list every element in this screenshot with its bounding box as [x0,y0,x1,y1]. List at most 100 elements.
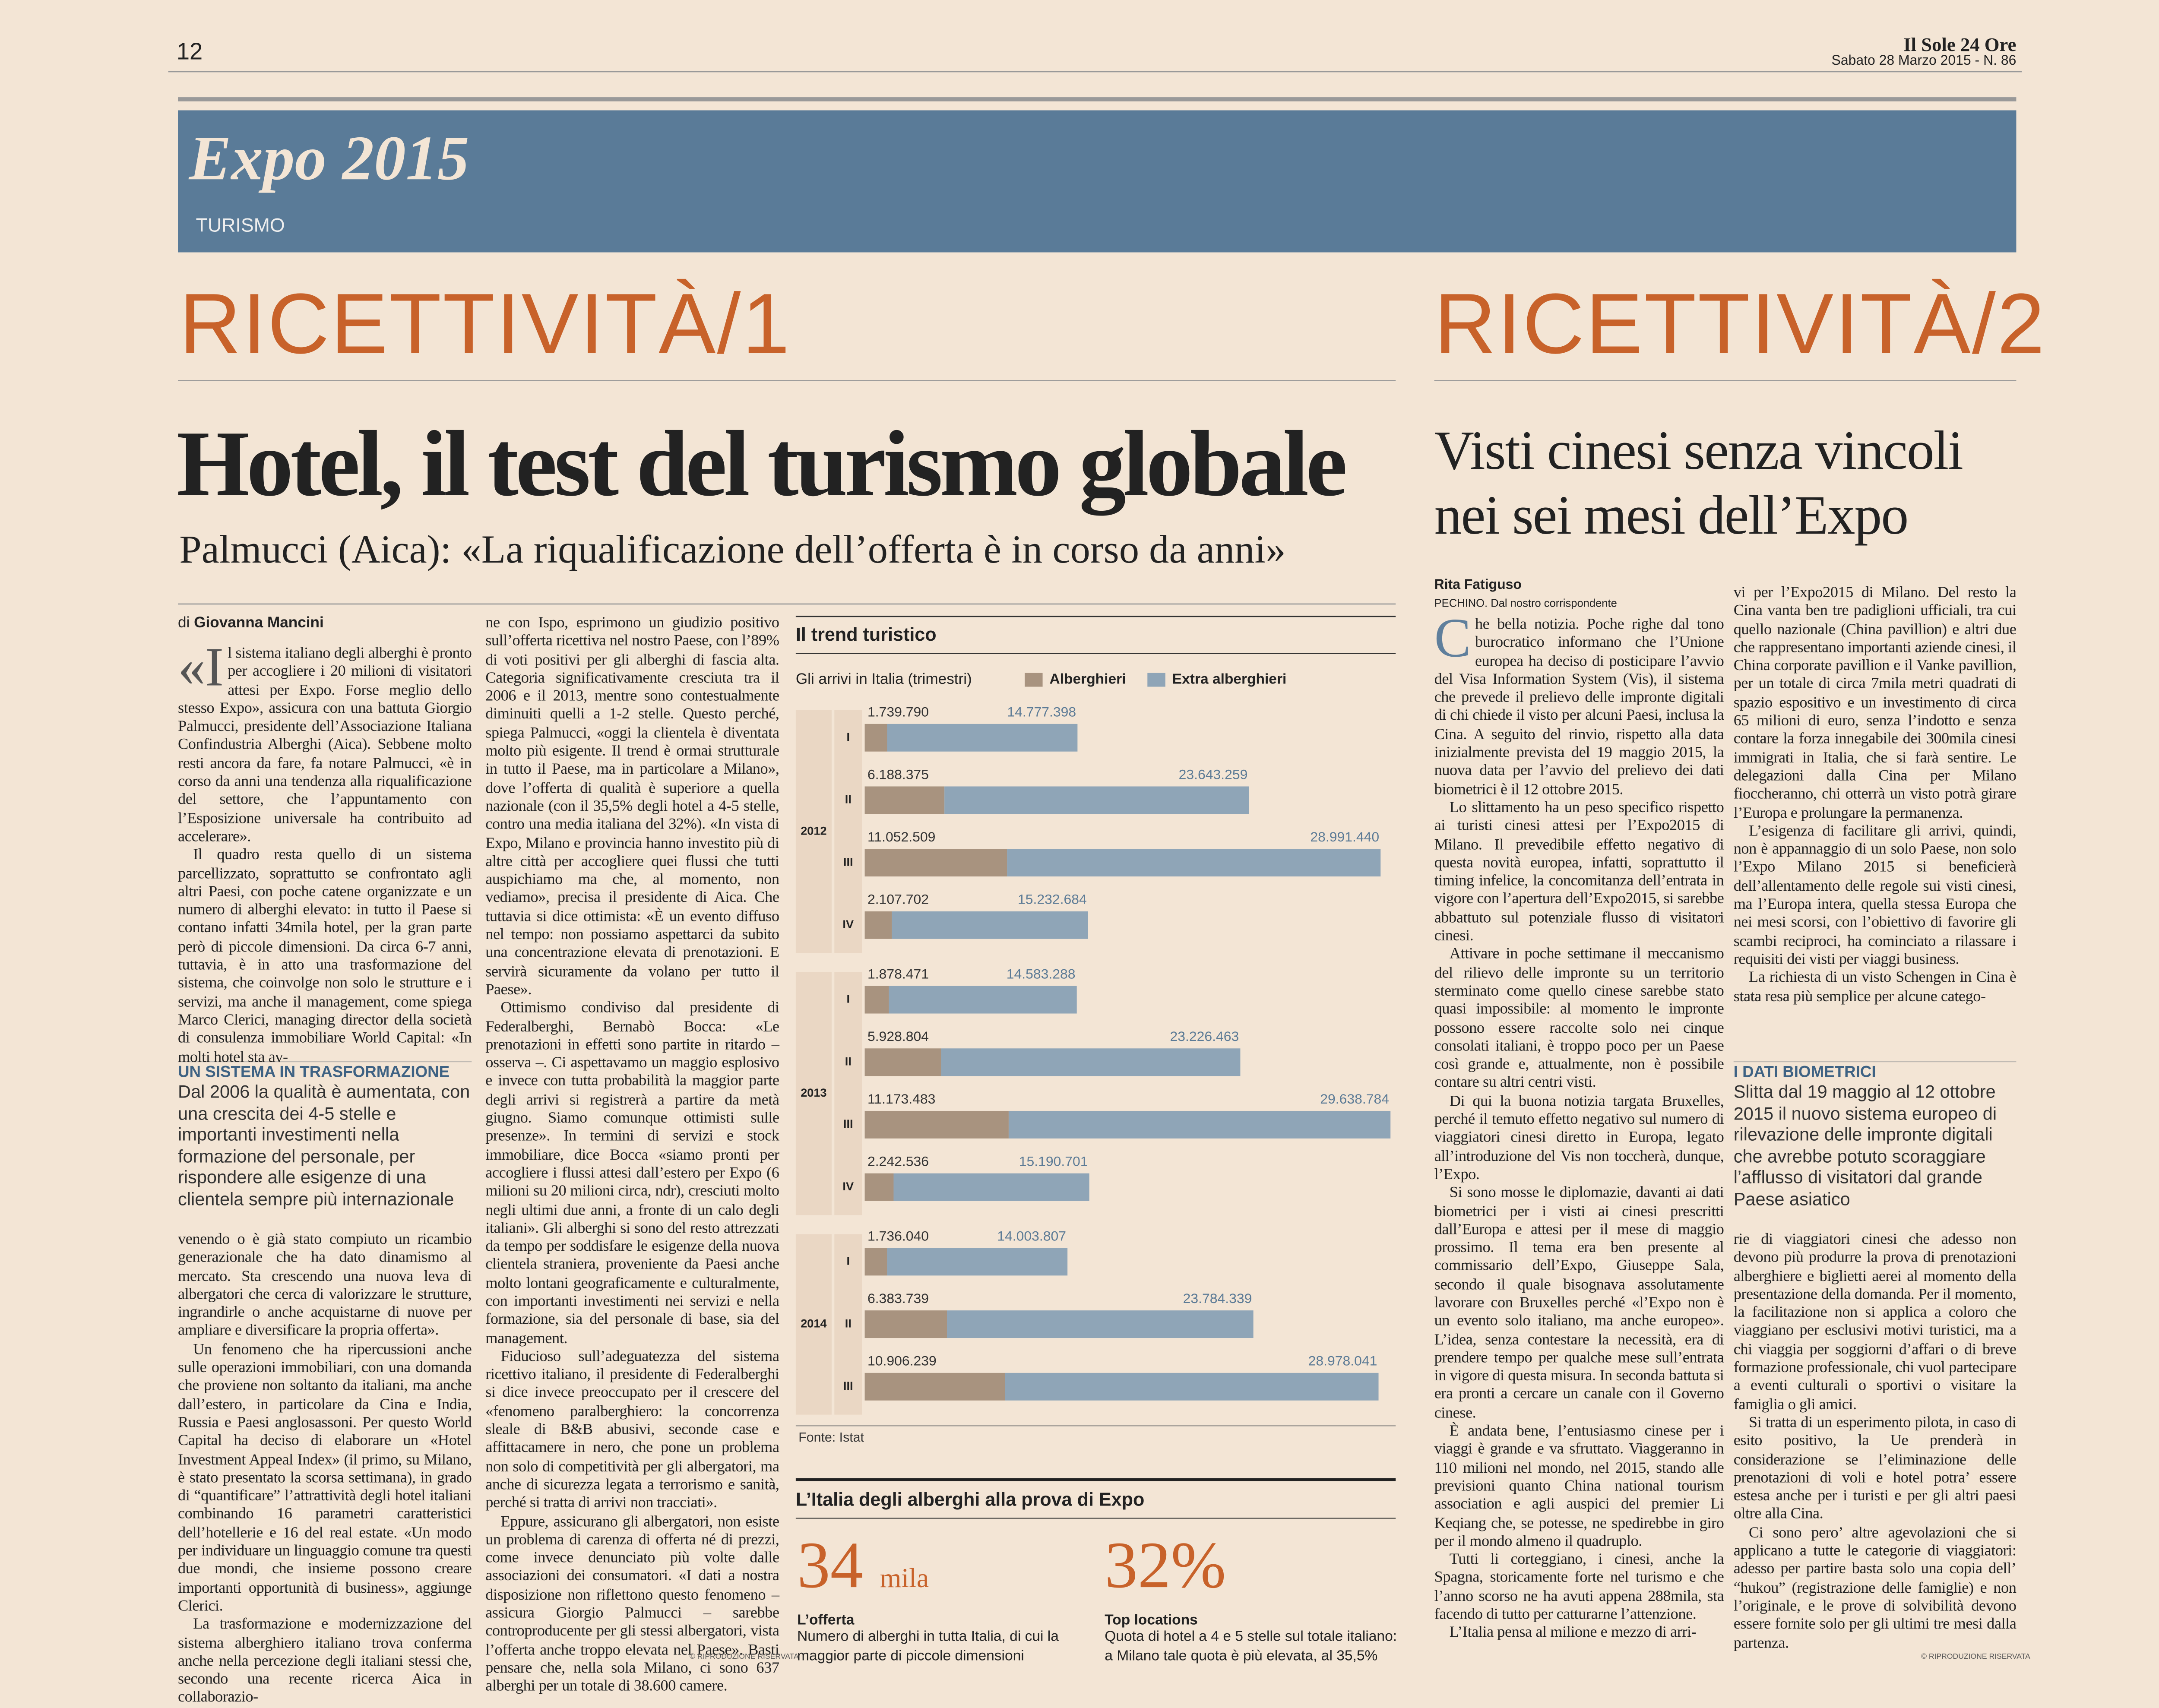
kicker: RICETTIVITÀ/2 [1434,277,2046,373]
group-label: 2014 [801,1317,826,1330]
column: Che bella notizia. Poche righe dal tono … [1434,607,1724,1643]
copyright: © RIPRODUZIONE RISERVATA [689,1653,799,1662]
dateline: PECHINO. Dal nostro corrispondente [1434,597,1617,610]
paragraph: Attivare in poche settimane il meccanism… [1434,946,1724,1091]
value-label: 1.878.471 [867,966,929,982]
unit: mila [880,1563,929,1594]
value-label: 23.643.259 [1179,766,1248,782]
group-band [834,972,862,1215]
byline: di Giovanna Mancini [178,615,324,631]
bar-segment [864,1110,1009,1139]
value-label: 11.052.509 [867,829,935,845]
paragraph: Un fenomeno che ha ripercussioni anche s… [178,1341,472,1615]
legend-swatch [1025,673,1043,687]
paragraph: È andata bene, l’entusiasmo cinese per i… [1434,1423,1724,1550]
subheadline: Palmucci (Aica): «La riqualificazione de… [179,528,1286,572]
section-subtitle: TURISMO [196,214,285,236]
paragraph: Fiducioso sull’adeguatezza del sistema r… [485,1348,779,1512]
category-label: II [845,1316,852,1330]
factbox-number: 34 mila [797,1533,1101,1600]
group-band [795,972,832,1215]
value-label: 14.003.807 [997,1228,1066,1243]
paragraph: Ci sono pero’ altre agevolazioni che si … [1733,1525,2017,1651]
sidebar-title: UN SISTEMA IN TRASFORMAZIONE [178,1064,450,1082]
value-label: 15.190.701 [1019,1154,1088,1169]
value-label: 28.978.041 [1308,1353,1377,1369]
value-label: 15.232.684 [1018,892,1087,907]
value-label: 2.242.536 [867,1154,929,1169]
headline-line: Visti cinesi senza vincoli [1434,419,1963,481]
author: Rita Fatiguso [1434,578,1522,593]
paragraph: venendo o è già stato compiuto un ricamb… [178,1231,472,1340]
value-label: 6.188.375 [867,766,929,782]
bar-segment [1005,1373,1379,1401]
value-label: 23.784.339 [1183,1290,1252,1306]
category-label: I [846,992,850,1006]
category-label: III [843,855,853,868]
bar-segment [1007,849,1381,877]
factbox-label: Top locations [1105,1612,1198,1629]
value-label: 14.777.398 [1007,704,1076,720]
column: «Il sistema italiano degli alberghi è pr… [178,636,472,1067]
group-label: 2012 [801,824,826,837]
paragraph: ne con Ispo, esprimono un giudizio posit… [485,615,779,999]
page-number: 12 [176,38,203,65]
factbox-number: 32% [1105,1529,1226,1603]
value-label: 23.226.463 [1170,1028,1239,1044]
paragraph: vi per l’Expo2015 di Milano. Del resto l… [1733,585,2017,822]
headline: Visti cinesi senza vincoli nei sei mesi … [1434,418,1963,547]
bar-segment [864,1173,894,1201]
bar-segment [864,1310,947,1338]
chart-title: Il trend turistico [796,624,937,645]
category-label: IV [842,917,854,931]
number: 34 [797,1529,864,1603]
paragraph: La richiesta di un visto Schengen in Cin… [1733,970,2017,1005]
legend-label: Alberghieri [1050,671,1126,687]
paragraph: L’Italia pensa al milione e mezzo di arr… [1449,1625,1697,1642]
value-label: 1.739.790 [867,704,929,720]
value-label: 10.906.239 [867,1353,937,1369]
category-label: III [843,1117,853,1130]
bar-segment [864,724,887,752]
factbox-text: Numero di alberghi in tutta Italia, di c… [797,1628,1059,1664]
sidebar-text: Slitta dal 19 maggio al 12 ottobre 2015 … [1733,1081,1997,1209]
bar-segment [864,786,945,814]
paragraph: «Il sistema italiano degli alberghi è pr… [178,636,472,845]
column: ne con Ispo, esprimono un giudizio posit… [485,615,779,1697]
factbox-item: 34 mila L’offerta Numero di alberghi in … [797,1533,1101,1666]
category-label: II [845,793,852,806]
paragraph: Lo slittamento ha un peso specifico risp… [1434,800,1724,945]
factbox-text: Quota di hotel a 4 e 5 stelle sul totale… [1105,1628,1397,1664]
chart: Il trend turistico Gli arrivi in Italia … [795,624,1391,1445]
category-label: III [843,1379,853,1392]
paragraph: Il quadro resta quello di un sistema par… [178,847,472,1066]
factbox-item: 32% Top locations Quota di hotel a 4 e 5… [1105,1529,1401,1666]
value-label: 14.583.288 [1007,966,1076,982]
value-label: 28.991.440 [1310,829,1379,845]
category-label: II [845,1054,852,1068]
column: vi per l’Expo2015 di Milano. Del resto l… [1734,585,2017,1006]
sidebar: I DATI BIOMETRICI Slitta dal 19 maggio a… [1734,1065,2017,1209]
bar-segment [864,1048,941,1076]
paragraph: Che bella notizia. Poche righe dal tono … [1434,607,1724,798]
value-label: 5.928.804 [867,1028,929,1044]
issue-date: Sabato 28 Marzo 2015 - N. 86 [1831,54,2017,69]
copyright: © RIPRODUZIONE RISERVATA [1921,1653,2030,1662]
bar-segment [947,1310,1254,1338]
bar-segment [889,986,1077,1014]
paragraph: Si sono mosse le diplomazie, davanti ai … [1434,1185,1724,1422]
value-label: 6.383.739 [867,1290,929,1306]
legend-label: Extra alberghieri [1172,671,1287,687]
value-label: 11.173.483 [867,1091,935,1107]
chart-subtitle: Gli arrivi in Italia (trimestri) [796,671,972,687]
column: rie di viaggiatori cinesi che adesso non… [1734,1231,2017,1653]
bar-segment [887,724,1078,752]
group-band [795,710,832,953]
bar-segment [892,911,1088,939]
group-label: 2013 [801,1086,826,1099]
sidebar-text: Dal 2006 la qualità è aumentata, con una… [178,1081,470,1209]
value-label: 1.736.040 [867,1228,929,1243]
